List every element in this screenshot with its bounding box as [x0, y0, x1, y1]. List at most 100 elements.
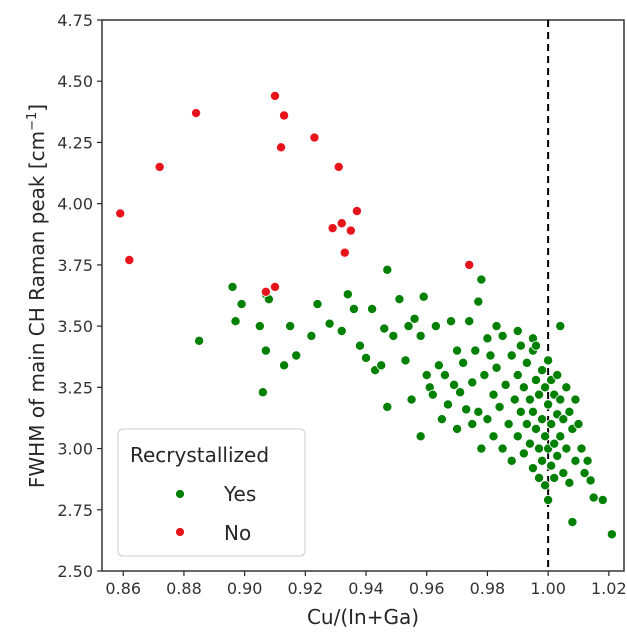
data-point-no — [115, 208, 126, 219]
y-axis-label-superscript: −1 — [25, 112, 40, 131]
data-point-yes — [254, 321, 265, 332]
data-point-yes — [570, 394, 581, 405]
data-point-no — [269, 90, 280, 101]
data-point-yes — [439, 370, 450, 381]
data-point-yes — [506, 350, 517, 361]
y-tick-label: 2.75 — [57, 501, 93, 520]
data-point-yes — [482, 333, 493, 344]
data-point-yes — [564, 406, 575, 417]
data-point-yes — [552, 370, 563, 381]
data-point-yes — [324, 318, 335, 329]
data-point-yes — [382, 401, 393, 412]
y-tick-label: 3.00 — [57, 440, 93, 459]
data-point-yes — [394, 294, 405, 305]
data-point-yes — [512, 326, 523, 337]
data-point-yes — [488, 389, 499, 400]
data-point-yes — [406, 394, 417, 405]
x-tick-label: 0.96 — [409, 579, 445, 598]
data-point-yes — [306, 330, 317, 341]
data-point-yes — [585, 475, 596, 486]
data-point-yes — [260, 345, 271, 356]
data-point-yes — [336, 326, 347, 337]
series-no — [115, 90, 475, 297]
y-tick-label: 4.75 — [57, 11, 93, 30]
x-tick-label: 1.00 — [530, 579, 566, 598]
data-point-yes — [476, 443, 487, 454]
data-point-yes — [470, 345, 481, 356]
data-point-yes — [415, 431, 426, 442]
data-point-yes — [473, 296, 484, 307]
data-point-no — [345, 225, 356, 236]
data-point-yes — [588, 492, 599, 503]
data-point-no — [276, 142, 287, 153]
data-point-yes — [515, 406, 526, 417]
data-point-yes — [537, 455, 548, 466]
x-tick-label: 0.88 — [166, 579, 202, 598]
data-point-yes — [555, 321, 566, 332]
data-point-yes — [446, 316, 457, 327]
data-point-no — [269, 281, 280, 292]
data-point-no — [351, 206, 362, 217]
data-point-yes — [518, 448, 529, 459]
data-point-yes — [564, 477, 575, 488]
data-point-yes — [527, 406, 538, 417]
data-point-yes — [388, 330, 399, 341]
y-tick-label: 3.25 — [57, 378, 93, 397]
data-point-yes — [348, 303, 359, 314]
data-point-yes — [509, 394, 520, 405]
data-point-yes — [512, 370, 523, 381]
data-point-yes — [354, 340, 365, 351]
data-point-yes — [546, 419, 557, 430]
data-point-yes — [452, 423, 463, 434]
data-point-no — [309, 132, 320, 143]
data-point-no — [279, 110, 290, 121]
data-point-yes — [400, 355, 411, 366]
data-point-yes — [285, 321, 296, 332]
data-point-yes — [194, 335, 205, 346]
data-point-yes — [561, 443, 572, 454]
data-point-yes — [436, 414, 447, 425]
data-point-yes — [367, 303, 378, 314]
legend-box — [117, 428, 306, 557]
data-point-yes — [312, 299, 323, 310]
data-point-yes — [606, 529, 617, 540]
y-axis-label: FWHM of main CH Raman peak [cm−1] — [25, 104, 49, 488]
data-point-yes — [227, 281, 238, 292]
data-point-yes — [342, 289, 353, 300]
data-point-no — [260, 286, 271, 297]
data-point-yes — [497, 443, 508, 454]
data-point-yes — [482, 414, 493, 425]
data-point-yes — [427, 389, 438, 400]
data-point-yes — [409, 313, 420, 324]
data-point-yes — [534, 443, 545, 454]
data-point-yes — [549, 438, 560, 449]
data-point-yes — [236, 299, 247, 310]
data-point-yes — [530, 423, 541, 434]
data-point-yes — [476, 274, 487, 285]
data-point-yes — [534, 389, 545, 400]
data-point-yes — [540, 480, 551, 491]
data-point-yes — [382, 264, 393, 275]
data-point-no — [154, 161, 165, 172]
data-point-yes — [546, 460, 557, 471]
data-point-yes — [530, 374, 541, 385]
data-point-no — [464, 259, 475, 270]
data-point-yes — [555, 431, 566, 442]
data-point-yes — [543, 399, 554, 410]
data-point-yes — [415, 330, 426, 341]
data-point-yes — [421, 370, 432, 381]
data-point-yes — [291, 350, 302, 361]
data-point-yes — [376, 360, 387, 371]
data-point-no — [336, 218, 347, 229]
legend-marker-yes — [175, 489, 185, 499]
data-point-yes — [500, 379, 511, 390]
legend: Recrystallized Yes No — [117, 428, 306, 557]
y-tick-label: 2.50 — [57, 562, 93, 581]
data-point-yes — [524, 394, 535, 405]
data-point-yes — [461, 404, 472, 415]
data-point-yes — [467, 419, 478, 430]
data-point-yes — [361, 352, 372, 363]
x-axis-ticks: 0.86 0.88 0.90 0.92 0.94 0.96 0.98 1.00 1.02 — [105, 571, 627, 598]
data-point-yes — [449, 379, 460, 390]
